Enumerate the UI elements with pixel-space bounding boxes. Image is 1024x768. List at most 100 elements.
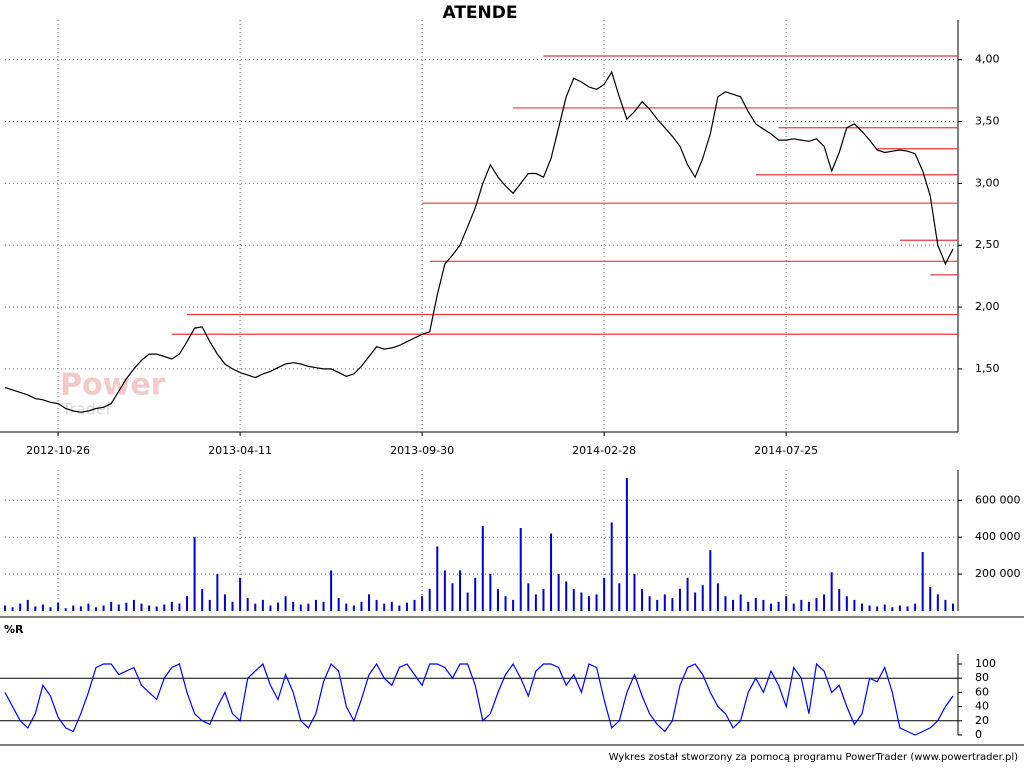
- bar: [231, 601, 234, 611]
- bar: [716, 583, 719, 611]
- bar: [72, 605, 75, 611]
- bar: [557, 574, 560, 611]
- bar: [906, 606, 909, 611]
- bar: [732, 599, 735, 611]
- bar: [952, 603, 954, 611]
- panel-title: %R: [4, 623, 24, 636]
- bar: [368, 594, 371, 611]
- bar: [860, 603, 863, 611]
- bar: [641, 588, 644, 611]
- bar: [936, 594, 939, 611]
- bar: [254, 603, 257, 611]
- y-tick-label: 3,00: [975, 176, 1000, 189]
- bar: [64, 608, 67, 611]
- bar: [375, 599, 378, 611]
- y-tick-label: 600 000: [975, 493, 1021, 506]
- bar: [140, 603, 143, 611]
- bar: [428, 588, 431, 611]
- bar: [534, 594, 537, 611]
- bar: [19, 603, 22, 611]
- bar: [891, 607, 894, 611]
- bar: [519, 527, 522, 611]
- bar: [853, 599, 856, 611]
- bar: [876, 606, 879, 611]
- bar: [625, 478, 628, 611]
- bar: [686, 577, 689, 611]
- bar: [4, 605, 6, 611]
- bar: [572, 588, 575, 611]
- bar: [898, 605, 901, 611]
- bar: [292, 601, 295, 611]
- bar: [512, 599, 515, 611]
- bar: [11, 607, 14, 611]
- bar: [481, 526, 484, 611]
- bar: [921, 551, 924, 611]
- bar: [87, 603, 90, 611]
- bar: [671, 598, 674, 611]
- bar: [239, 577, 242, 611]
- chart-title: ATENDE: [443, 3, 518, 23]
- x-tick-label: 2013-09-30: [390, 444, 454, 457]
- bar: [330, 570, 333, 611]
- bar: [337, 598, 340, 611]
- bar: [603, 577, 606, 611]
- bar: [345, 603, 348, 611]
- bar: [95, 607, 98, 611]
- bar: [223, 594, 226, 611]
- bar: [148, 605, 151, 611]
- bar: [580, 592, 583, 611]
- y-tick-label: 80: [975, 671, 989, 684]
- bar: [496, 588, 499, 611]
- bar: [724, 596, 727, 611]
- y-tick-label: 200 000: [975, 567, 1021, 580]
- bar: [489, 574, 492, 611]
- bar: [186, 596, 189, 611]
- bar: [178, 603, 181, 611]
- bar: [26, 599, 29, 611]
- bar: [398, 605, 401, 611]
- bar: [269, 605, 272, 611]
- bar: [587, 596, 590, 611]
- bar: [34, 606, 37, 611]
- series-line: [4, 70, 954, 413]
- y-tick-label: 40: [975, 700, 989, 713]
- bar: [769, 603, 772, 611]
- bar: [155, 606, 158, 611]
- bar: [383, 603, 386, 611]
- bar: [79, 606, 82, 611]
- bar: [648, 596, 651, 611]
- bar: [701, 585, 704, 611]
- watermark: Trader: [61, 400, 113, 419]
- bar: [261, 599, 264, 611]
- bar: [838, 588, 841, 611]
- y-tick-label: 3,50: [975, 115, 1000, 128]
- bar: [830, 572, 833, 611]
- y-tick-label: 2,50: [975, 238, 1000, 251]
- bar: [944, 599, 947, 611]
- bar: [815, 598, 818, 611]
- bar: [117, 604, 120, 611]
- x-tick-label: 2013-04-11: [208, 444, 272, 457]
- bar: [132, 599, 135, 611]
- bar: [57, 602, 60, 611]
- bar: [459, 570, 462, 611]
- bar: [307, 603, 310, 611]
- x-tick-label: 2014-07-25: [754, 444, 818, 457]
- y-tick-label: 2,00: [975, 300, 1000, 313]
- bar: [663, 594, 666, 611]
- bar: [845, 596, 848, 611]
- bar: [102, 605, 105, 611]
- bar: [823, 594, 826, 611]
- bar: [565, 581, 568, 611]
- y-tick-label: 0: [975, 728, 982, 741]
- bar: [739, 594, 742, 611]
- bar: [201, 588, 204, 611]
- bar: [504, 596, 507, 611]
- y-tick-label: 4,00: [975, 53, 1000, 66]
- bar: [633, 574, 636, 611]
- bar: [314, 599, 317, 611]
- bar: [694, 592, 697, 611]
- bar: [610, 522, 613, 611]
- bar: [807, 601, 810, 611]
